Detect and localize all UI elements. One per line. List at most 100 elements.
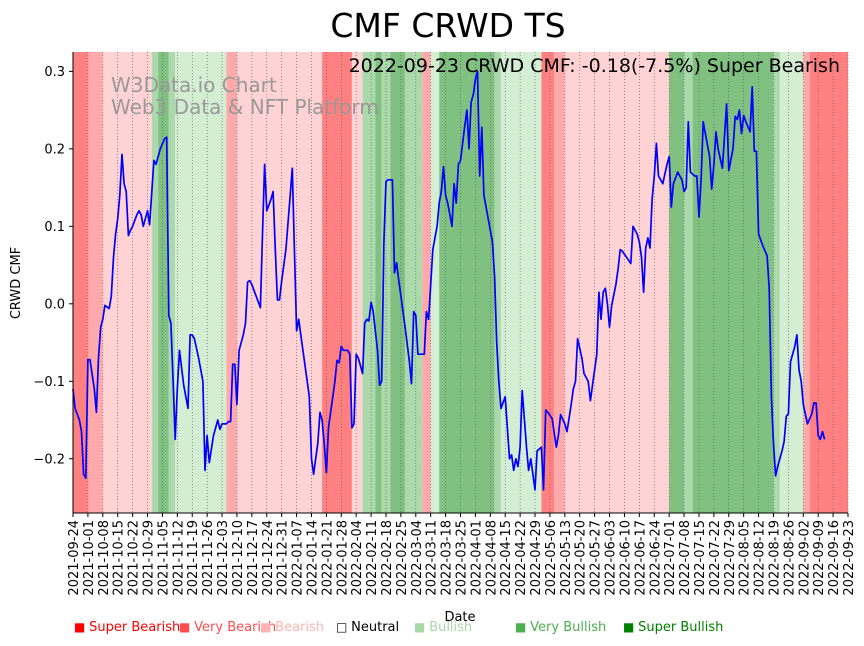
x-tick-label-7: 2021-11-12 [171,520,186,596]
x-tick-label-0: 2021-09-24 [67,520,82,596]
legend-label: Bullish [429,620,473,635]
y-tick-label-1: −0.1 [33,375,65,390]
x-tick-label-42: 2022-07-15 [693,520,708,596]
regime-band-15 [405,52,423,513]
x-tick-label-13: 2021-12-24 [261,520,276,596]
regime-band-10 [351,52,363,513]
x-tick-label-39: 2022-06-24 [648,520,663,596]
legend-swatch-icon: ■ [74,620,90,634]
regime-band-3 [151,52,159,513]
y-tick-label-3: 0.1 [44,220,65,235]
y-tick-label-4: 0.2 [44,142,65,157]
x-axis-label: Date [444,610,475,625]
x-tick-label-41: 2022-07-08 [678,520,693,596]
legend-item-very-bullish: ■ Very Bullish [515,620,606,635]
x-tick-label-44: 2022-07-29 [723,520,738,596]
x-tick-label-17: 2022-01-21 [320,520,335,596]
x-tick-label-16: 2022-01-14 [305,520,320,596]
legend-swatch-icon: ■ [179,620,195,634]
x-tick-label-28: 2022-04-08 [484,520,499,596]
watermark-line-1: W3Data.io Chart [111,73,277,97]
legend-label: Bearish [275,620,325,635]
regime-band-12 [375,52,382,513]
regime-band-2 [102,52,152,513]
regime-band-4 [158,52,169,513]
x-tick-label-8: 2021-11-19 [186,520,201,596]
legend-item-neutral: □ Neutral [336,620,399,635]
legend-item-bullish: ■ Bullish [414,620,472,635]
regime-band-17 [430,52,440,513]
x-tick-label-20: 2022-02-11 [365,520,380,596]
legend-swatch-icon: ■ [623,620,639,634]
x-tick-label-15: 2022-01-07 [291,520,306,596]
y-tick-label-2: 0.0 [44,297,65,312]
x-tick-label-38: 2022-06-17 [633,520,648,596]
regime-band-25 [684,52,693,513]
regime-band-28 [779,52,804,513]
regime-band-27 [773,52,780,513]
legend-item-super-bullish: ■ Super Bullish [623,620,723,635]
legend-label: Super Bullish [638,620,724,635]
x-tick-label-29: 2022-04-15 [499,520,514,596]
x-tick-label-36: 2022-06-03 [604,520,619,596]
regime-band-7 [226,52,237,513]
x-tick-label-52: 2022-09-23 [842,520,857,596]
x-tick-label-45: 2022-08-05 [738,520,753,596]
y-tick-label-0: −0.2 [33,452,65,467]
x-tick-label-34: 2022-05-20 [574,520,589,596]
x-tick-label-1: 2021-10-01 [82,520,97,596]
y-axis-label: CRWD CMF [9,247,24,319]
x-tick-label-47: 2022-08-19 [767,520,782,596]
regime-band-22 [554,52,565,513]
x-tick-label-50: 2022-09-09 [812,520,827,596]
x-tick-label-24: 2022-03-11 [425,520,440,596]
legend-label: Very Bearish [194,620,277,635]
x-tick-label-25: 2022-03-18 [440,520,455,596]
legend-label: Very Bullish [530,620,607,635]
y-ticks: −0.2 −0.1 0.0 0.1 0.2 0.3 [33,65,73,467]
legend-swatch-icon: □ [336,620,352,634]
x-tick-label-27: 2022-04-01 [469,520,484,596]
series-line-crwd-cmf [72,70,826,491]
x-ticks: 2021-09-24 2021-10-01 2021-10-08 2021-10-15… [67,513,857,596]
regime-band-0 [73,52,88,513]
regime-band-26 [692,52,774,513]
regime-band-8 [236,52,323,513]
x-tick-label-51: 2022-09-16 [827,520,842,596]
x-tick-label-22: 2022-02-25 [395,520,410,596]
regime-band-16 [422,52,431,513]
x-tick-label-18: 2022-01-28 [335,520,350,596]
chart-annotation: 2022-09-23 CRWD CMF: -0.18(-7.5%) Super … [349,55,840,77]
x-tick-label-40: 2022-07-01 [663,520,678,596]
x-tick-label-11: 2021-12-10 [231,520,246,596]
regime-band-1 [87,52,103,513]
chart-title: CMF CRWD TS [330,6,565,45]
x-tick-label-43: 2022-07-22 [708,520,723,596]
regime-band-29 [803,52,810,513]
x-tick-label-46: 2022-08-12 [753,520,768,596]
x-tick-label-30: 2022-04-22 [514,520,529,596]
watermark: W3Data.io Chart Web3 Data & NFT Platform [111,73,379,119]
x-tick-label-6: 2021-11-05 [156,520,171,596]
regime-band-18 [439,52,495,513]
x-tick-label-14: 2021-12-31 [276,520,291,596]
x-tick-label-2: 2021-10-08 [97,520,112,596]
regime-band-24 [669,52,685,513]
x-tick-label-19: 2022-02-04 [350,520,365,596]
legend-item-super-bearish: ■ Super Bearish [74,620,180,635]
x-tick-label-35: 2022-05-27 [589,520,604,596]
regime-band-20 [500,52,542,513]
legend-item-bearish: ■ Bearish [260,620,324,635]
regime-band-19 [494,52,501,513]
x-tick-label-26: 2022-03-25 [455,520,470,596]
x-tick-label-5: 2021-10-29 [142,520,157,596]
x-tick-label-48: 2022-08-26 [782,520,797,596]
legend-label: Neutral [351,620,400,635]
x-tick-label-21: 2022-02-18 [380,520,395,596]
x-tick-label-10: 2021-12-03 [216,520,231,596]
regime-band-9 [322,52,352,513]
watermark-line-2: Web3 Data & NFT Platform [111,95,379,119]
x-tick-label-3: 2021-10-15 [112,520,127,596]
y-tick-label-5: 0.3 [44,65,65,80]
